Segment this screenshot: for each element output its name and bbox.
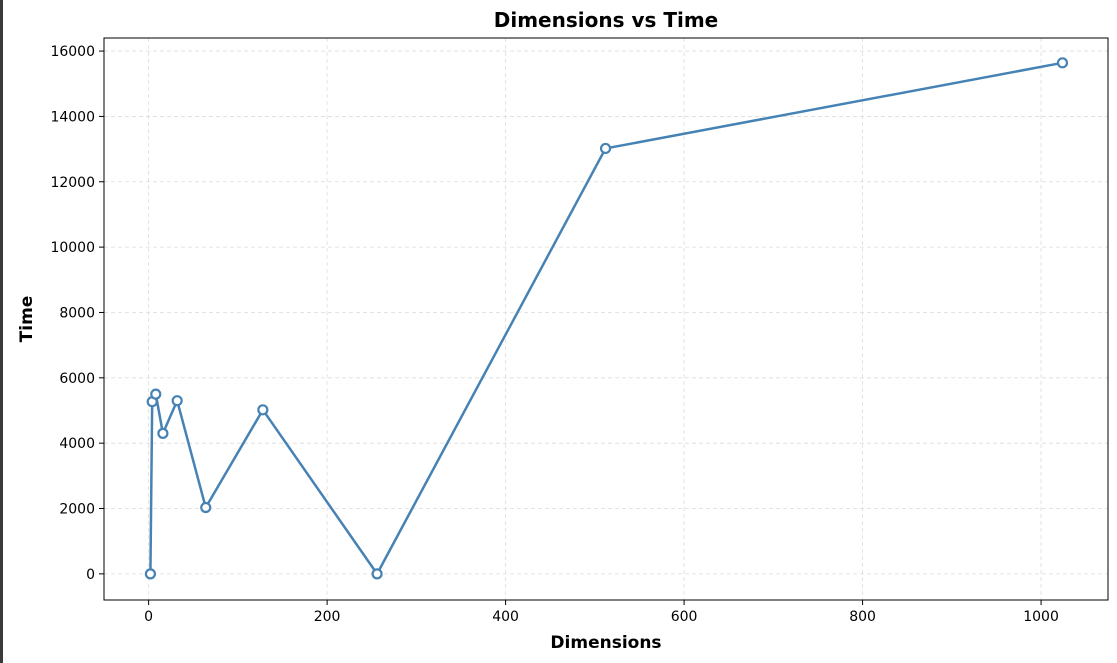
x-tick-label: 600 xyxy=(671,609,698,625)
x-tick-label: 800 xyxy=(849,609,876,625)
y-tick-label: 8000 xyxy=(59,305,95,321)
data-point xyxy=(599,142,612,155)
y-tick-label: 6000 xyxy=(59,371,95,387)
x-tick-label: 400 xyxy=(492,609,519,625)
x-tick-label: 200 xyxy=(314,609,341,625)
y-axis-label: Time xyxy=(17,296,37,343)
chart-title: Dimensions vs Time xyxy=(494,8,719,32)
y-tick-label: 14000 xyxy=(50,109,95,125)
data-point xyxy=(157,427,169,439)
data-point xyxy=(1056,57,1069,69)
y-tick-label: 0 xyxy=(86,567,95,583)
y-tick-label: 10000 xyxy=(50,240,95,256)
data-point xyxy=(200,501,212,514)
y-tick-label: 2000 xyxy=(59,502,95,518)
data-point xyxy=(144,568,157,580)
x-tick-label: 0 xyxy=(144,609,153,625)
y-tick-label: 4000 xyxy=(59,436,95,452)
data-point xyxy=(171,395,183,407)
y-axis: 0 2000 4000 6000 8000 10000 12000 14000 16000 xyxy=(50,44,104,583)
plot-area xyxy=(103,37,1109,601)
data-point xyxy=(257,404,269,416)
series-group xyxy=(144,57,1069,580)
grid xyxy=(104,38,1108,600)
series-line xyxy=(149,61,1063,576)
data-point xyxy=(371,568,383,580)
y-tick-label: 12000 xyxy=(50,175,95,191)
x-axis-label: Dimensions xyxy=(550,633,661,653)
x-tick-label: 1000 xyxy=(1023,609,1059,625)
line-chart: 0 200 400 600 800 1000 0 2000 4000 6000 8000 10000… xyxy=(17,8,1109,653)
y-tick-label: 16000 xyxy=(50,44,95,60)
x-axis: 0 200 400 600 800 1000 xyxy=(144,600,1059,625)
data-point xyxy=(150,388,162,400)
